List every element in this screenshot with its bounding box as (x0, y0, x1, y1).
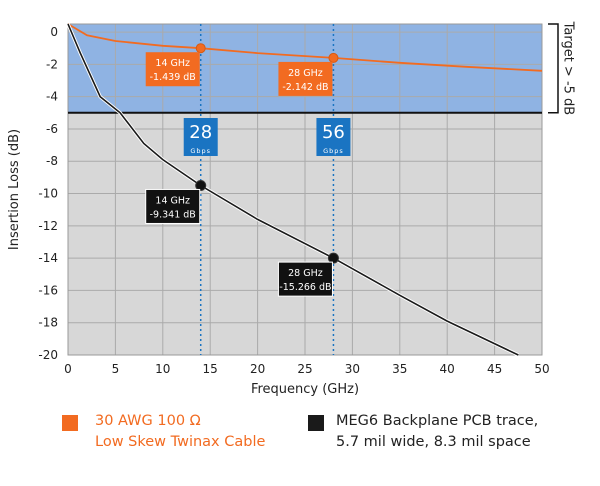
x-tick-label: 40 (440, 362, 455, 376)
y-tick-label: 0 (50, 25, 58, 39)
callout-value: -9.341 dB (150, 209, 196, 220)
legend-item-pcb: MEG6 Backplane PCB trace, 5.7 mil wide, … (336, 411, 538, 453)
legend-label: MEG6 Backplane PCB trace, (336, 413, 539, 429)
data-point-marker (328, 52, 339, 63)
x-tick-label: 45 (487, 362, 502, 376)
callout-value: -2.142 dB (282, 82, 328, 93)
y-tick-label: -14 (38, 251, 58, 265)
y-tick-label: -10 (38, 187, 58, 201)
callout-frequency: 28 GHz (288, 68, 323, 79)
data-rate-value: 56 (322, 122, 345, 143)
x-tick-label: 25 (297, 362, 312, 376)
data-point-marker (195, 43, 206, 54)
y-axis-label: Insertion Loss (dB) (7, 129, 22, 250)
insertion-loss-chart: 0 5 10 15 20 25 30 35 40 45 50 0 -2 -4 -6 -8 -10 -12 -14 -1… (7, 21, 576, 397)
x-tick-label: 10 (155, 362, 170, 376)
series-line (67, 23, 519, 356)
x-tick-label: 35 (392, 362, 407, 376)
y-tick-label: -2 (46, 57, 58, 71)
x-tick-label: 50 (534, 362, 549, 376)
data-rate-value: 28 (189, 122, 212, 143)
x-axis-label: Frequency (GHz) (251, 382, 359, 397)
callout-box (277, 261, 333, 297)
y-tick-label: -12 (38, 219, 58, 233)
x-tick-label: 0 (64, 362, 72, 376)
target-bracket (548, 23, 559, 114)
legend-swatch-twinax (62, 415, 78, 431)
plot-border (67, 23, 543, 356)
data-rate-unit: Gbps (323, 147, 344, 155)
legend-label: 30 AWG 100 Ω (95, 413, 201, 429)
callout-box (278, 61, 333, 96)
legend-label: 5.7 mil wide, 8.3 mil space (336, 434, 531, 450)
callout-frequency: 14 GHz (155, 58, 190, 69)
series-line (67, 23, 543, 72)
y-tick-label: -8 (46, 154, 58, 168)
target-label: Target > -5 dB (561, 21, 576, 116)
data-rate-badge (316, 118, 351, 156)
legend-item-twinax: 30 AWG 100 Ω Low Skew Twinax Cable (95, 411, 265, 453)
callout-box (145, 188, 201, 224)
callout-box (145, 52, 200, 87)
callout-frequency: 28 GHz (288, 268, 323, 279)
data-rate-unit: Gbps (190, 147, 211, 155)
data-point-marker (327, 252, 339, 264)
callout-frequency: 14 GHz (155, 195, 190, 206)
x-tick-label: 30 (345, 362, 360, 376)
y-tick-label: -16 (38, 283, 58, 297)
callout-value: -1.439 dB (150, 72, 196, 83)
legend-swatch-pcb (308, 415, 324, 431)
y-tick-label: -6 (46, 122, 58, 136)
x-tick-label: 5 (112, 362, 120, 376)
callout-value: -15.266 dB (279, 282, 331, 293)
x-tick-label: 15 (203, 362, 218, 376)
y-tick-label: -20 (38, 348, 58, 362)
y-tick-label: -18 (38, 316, 58, 330)
legend-label: Low Skew Twinax Cable (95, 434, 266, 450)
y-tick-label: -4 (46, 90, 58, 104)
data-rate-badge (183, 118, 218, 156)
data-point-marker (195, 179, 207, 191)
x-tick-label: 20 (250, 362, 265, 376)
